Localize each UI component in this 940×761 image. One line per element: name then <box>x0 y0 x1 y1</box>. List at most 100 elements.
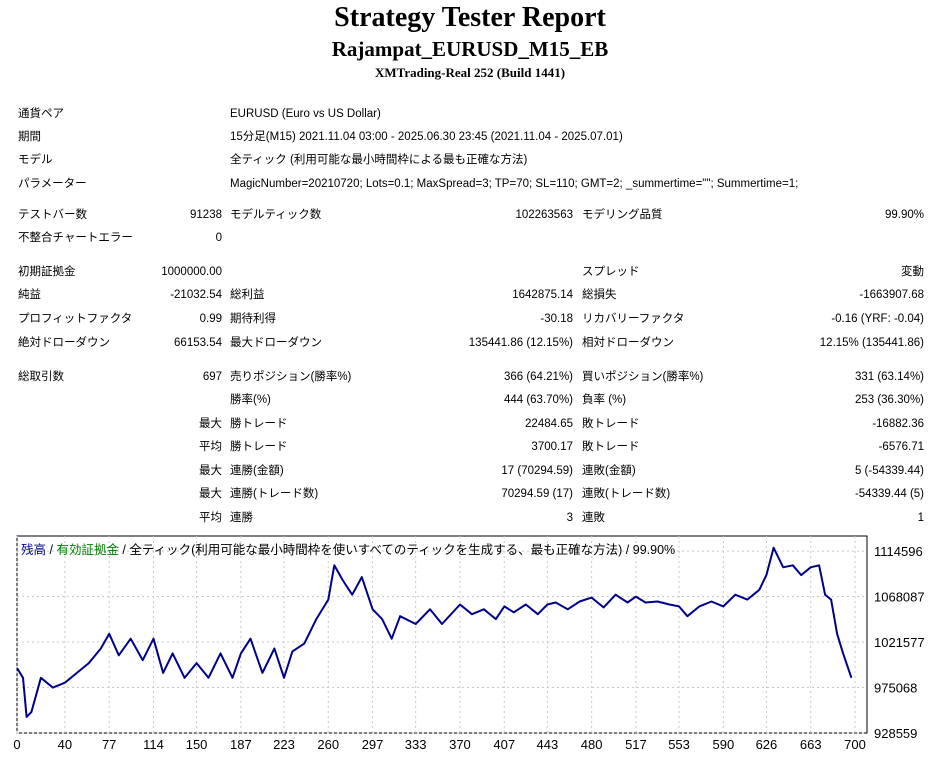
model-value: 全ティック (利用可能な最小時間枠による最も正確な方法) <box>230 154 528 166</box>
consec-loss-count-value: -54339.44 (5) <box>854 488 924 500</box>
pair-value: EURUSD (Euro vs US Dollar) <box>230 108 381 120</box>
win-pct-label: 勝率(%) <box>230 394 271 406</box>
pf-label: プロフィットファクタ <box>18 313 133 325</box>
balance-line <box>16 546 853 718</box>
gross-loss-label: 総損失 <box>582 289 617 301</box>
balance-chart: 0 40 77 114 150 187 223 260 297 333 370 407 443 480 51… <box>13 535 925 752</box>
max-dd-label: 最大ドローダウン <box>230 337 322 349</box>
params-label: パラメーター <box>18 178 87 190</box>
largest-win-value: 22484.65 <box>525 418 573 430</box>
legend-separator: / <box>46 543 57 557</box>
x-tick-label: 114 <box>143 737 164 752</box>
errors-value: 0 <box>215 232 222 244</box>
largest-loss-value: -16882.36 <box>872 418 924 430</box>
x-tick-label: 590 <box>712 737 734 752</box>
x-tick-label: 223 <box>273 737 295 752</box>
y-tick-label: 1114596 <box>874 544 923 559</box>
x-tick-label: 187 <box>230 737 252 752</box>
model-label: モデル <box>18 154 53 166</box>
report-subtitle: Rajampat_EURUSD_M15_EB <box>331 37 609 61</box>
x-tick-label: 517 <box>625 737 647 752</box>
recovery-value: -0.16 (YRF: -0.04) <box>831 313 924 325</box>
period-label: 期間 <box>18 131 41 143</box>
expected-label: 期待利得 <box>230 313 276 325</box>
win-pct-value: 444 (63.70%) <box>503 394 573 406</box>
consec-loss-count-label: 連敗(トレード数) <box>582 488 671 500</box>
largest-loss-label: 敗トレード <box>582 418 640 430</box>
loss-pct-label: 負率 (%) <box>582 394 627 406</box>
loss-pct-value: 253 (36.30%) <box>854 394 924 406</box>
expected-value: -30.18 <box>540 313 573 325</box>
quality-value: 99.90% <box>884 209 924 221</box>
legend-equity: 有効証拠金 <box>56 543 119 557</box>
abs-dd-value: 66153.54 <box>174 337 222 349</box>
consec-win-money-value: 17 (70294.59) <box>501 465 573 477</box>
long-value: 331 (63.14%) <box>854 371 924 383</box>
legend-model-text: 全ティック(利用可能な最小時間枠を使いすべてのティックを生成する、最も正確な方法… <box>129 543 676 557</box>
avg-win-value: 3700.17 <box>531 441 573 453</box>
x-tick-label: 40 <box>58 737 72 752</box>
y-tick-label: 975068 <box>874 681 917 696</box>
plot-frame <box>16 535 868 734</box>
x-tick-label: 480 <box>581 737 603 752</box>
x-tick-label: 407 <box>493 737 515 752</box>
period-value: 15分足(M15) 2021.11.04 03:00 - 2025.06.30 … <box>230 131 623 143</box>
pair-label: 通貨ペア <box>18 108 64 120</box>
avg-consec-loss-value: 1 <box>917 512 924 524</box>
abs-dd-label: 絶対ドローダウン <box>18 337 110 349</box>
avg-consec-win-label: 連勝 <box>230 512 253 524</box>
server-info: XMTrading-Real 252 (Build 1441) <box>374 65 566 80</box>
x-tick-label: 626 <box>756 737 778 752</box>
x-tick-label: 443 <box>537 737 559 752</box>
rel-dd-label: 相対ドローダウン <box>582 337 674 349</box>
net-value: -21032.54 <box>170 289 222 301</box>
report-title: Strategy Tester Report <box>334 2 606 33</box>
consec-win-money-label: 連勝(金額) <box>230 465 284 477</box>
long-label: 買いポジション(勝率%) <box>582 371 704 383</box>
ticks-value: 102263563 <box>515 209 573 221</box>
deposit-label: 初期証拠金 <box>18 266 76 278</box>
x-tick-label: 260 <box>317 737 339 752</box>
y-tick-label: 1068087 <box>874 590 925 605</box>
trades-value: 697 <box>202 371 222 383</box>
y-tick-label: 928559 <box>874 726 917 741</box>
x-tick-label: 0 <box>13 737 20 752</box>
max-dd-value: 135441.86 (12.15%) <box>468 337 573 349</box>
trades-label: 総取引数 <box>18 371 64 383</box>
bars-label: テストバー数 <box>18 209 87 221</box>
spread-value: 変動 <box>901 266 924 278</box>
chart-legend: 残高 / 有効証拠金 / 全ティック(利用可能な最小時間枠を使いすべてのティック… <box>21 539 675 558</box>
avg-loss-value: -6576.71 <box>878 441 924 453</box>
avg-consec-label: 平均 <box>199 512 222 524</box>
short-label: 売りポジション(勝率%) <box>230 371 352 383</box>
consec-loss-money-label: 連敗(金額) <box>582 465 636 477</box>
avg-consec-loss-label: 連敗 <box>582 512 605 524</box>
largest-label: 最大 <box>199 418 222 430</box>
consec-loss-money-value: 5 (-54339.44) <box>854 465 924 477</box>
consec-win-count-label: 連勝(トレード数) <box>230 488 319 500</box>
legend-balance: 残高 <box>21 543 47 557</box>
legend-separator: / <box>118 543 130 557</box>
short-value: 366 (64.21%) <box>503 371 573 383</box>
x-tick-label: 77 <box>102 737 116 752</box>
errors-label: 不整合チャートエラー <box>18 232 133 244</box>
x-tick-label: 370 <box>449 737 471 752</box>
consec-win-count-value: 70294.59 (17) <box>501 488 573 500</box>
quality-label: モデリング品質 <box>582 209 663 221</box>
max-consec-money-label: 最大 <box>199 465 222 477</box>
x-tick-label: 150 <box>186 737 208 752</box>
gross-profit-value: 1642875.14 <box>512 289 573 301</box>
gross-loss-value: -1663907.68 <box>859 289 924 301</box>
avg-win-label: 勝トレード <box>230 441 288 453</box>
avg-consec-win-value: 3 <box>566 512 573 524</box>
avg-loss-label: 敗トレード <box>582 441 640 453</box>
params-value: MagicNumber=20210720; Lots=0.1; MaxSprea… <box>230 178 799 190</box>
average-label: 平均 <box>199 441 222 453</box>
rel-dd-value: 12.15% (135441.86) <box>819 337 924 349</box>
ticks-label: モデルティック数 <box>230 209 322 221</box>
spread-label: スプレッド <box>582 266 640 278</box>
recovery-label: リカバリーファクタ <box>582 313 685 325</box>
x-tick-label: 333 <box>405 737 427 752</box>
x-tick-label: 700 <box>844 737 866 752</box>
pf-value: 0.99 <box>199 313 222 325</box>
